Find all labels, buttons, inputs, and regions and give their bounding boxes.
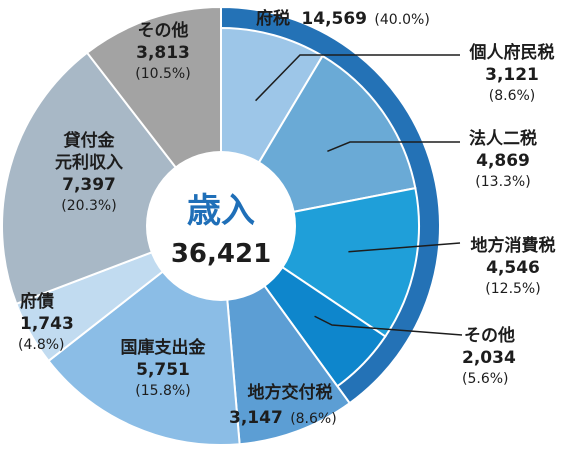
- slice-label-value: 4,869: [476, 151, 530, 171]
- slice-label-value: 3,121: [485, 65, 539, 85]
- slice-label-value: 3,147: [229, 408, 283, 428]
- chart-title: 歳入: [187, 191, 255, 231]
- slice-label-name: その他: [138, 20, 189, 41]
- slice-label-percent: (5.6%): [462, 371, 509, 387]
- leader-line: [327, 141, 460, 152]
- slice-label-value: 7,397: [62, 175, 116, 195]
- slice-label-value: 5,751: [136, 360, 190, 380]
- slice-label-percent: (12.5%): [485, 281, 540, 297]
- slice-label-percent: (8.6%): [290, 411, 337, 427]
- slice-label-percent: (15.8%): [135, 383, 190, 399]
- group-label-line: 府税 14,569 (40.0%): [256, 8, 430, 29]
- slice-label-name: 国庫支出金: [121, 337, 207, 358]
- slice-label-percent: (20.3%): [61, 198, 116, 214]
- leader-line: [348, 242, 461, 253]
- leader-line-layer: [255, 54, 463, 336]
- slice-label-percent: (13.3%): [475, 174, 530, 190]
- slice-label-name: 法人二税: [469, 128, 537, 149]
- group-percent: (40.0%): [374, 12, 429, 28]
- slice-label-name-1: 貸付金: [63, 130, 116, 151]
- slice-label-name: その他: [464, 325, 515, 346]
- leader-line: [255, 54, 460, 102]
- slice-label-value: 2,034: [462, 348, 516, 368]
- slice-label-percent: (10.5%): [135, 66, 190, 82]
- group-name: 府税: [256, 8, 290, 29]
- chart-total: 36,421: [171, 239, 271, 269]
- slice-label-name: 個人府民税: [469, 42, 555, 63]
- slice-label-name: 府債: [20, 291, 54, 312]
- slice-label-name: 地方消費税: [471, 235, 556, 256]
- slice-label-percent: (8.6%): [489, 88, 536, 104]
- slice-label-value: 3,813: [136, 43, 190, 63]
- leader-line: [314, 315, 463, 336]
- slice-label-value: 1,743: [20, 314, 74, 334]
- slice-label-name-2: 元利収入: [55, 152, 123, 173]
- slice-label-value-line: 3,147 (8.6%): [229, 408, 337, 428]
- group-value: 14,569: [301, 9, 367, 29]
- slice-label-value: 4,546: [486, 258, 540, 278]
- slice-label-percent: (4.8%): [18, 337, 65, 353]
- slice-label-name: 地方交付税: [248, 382, 333, 403]
- center-hole: [146, 151, 296, 301]
